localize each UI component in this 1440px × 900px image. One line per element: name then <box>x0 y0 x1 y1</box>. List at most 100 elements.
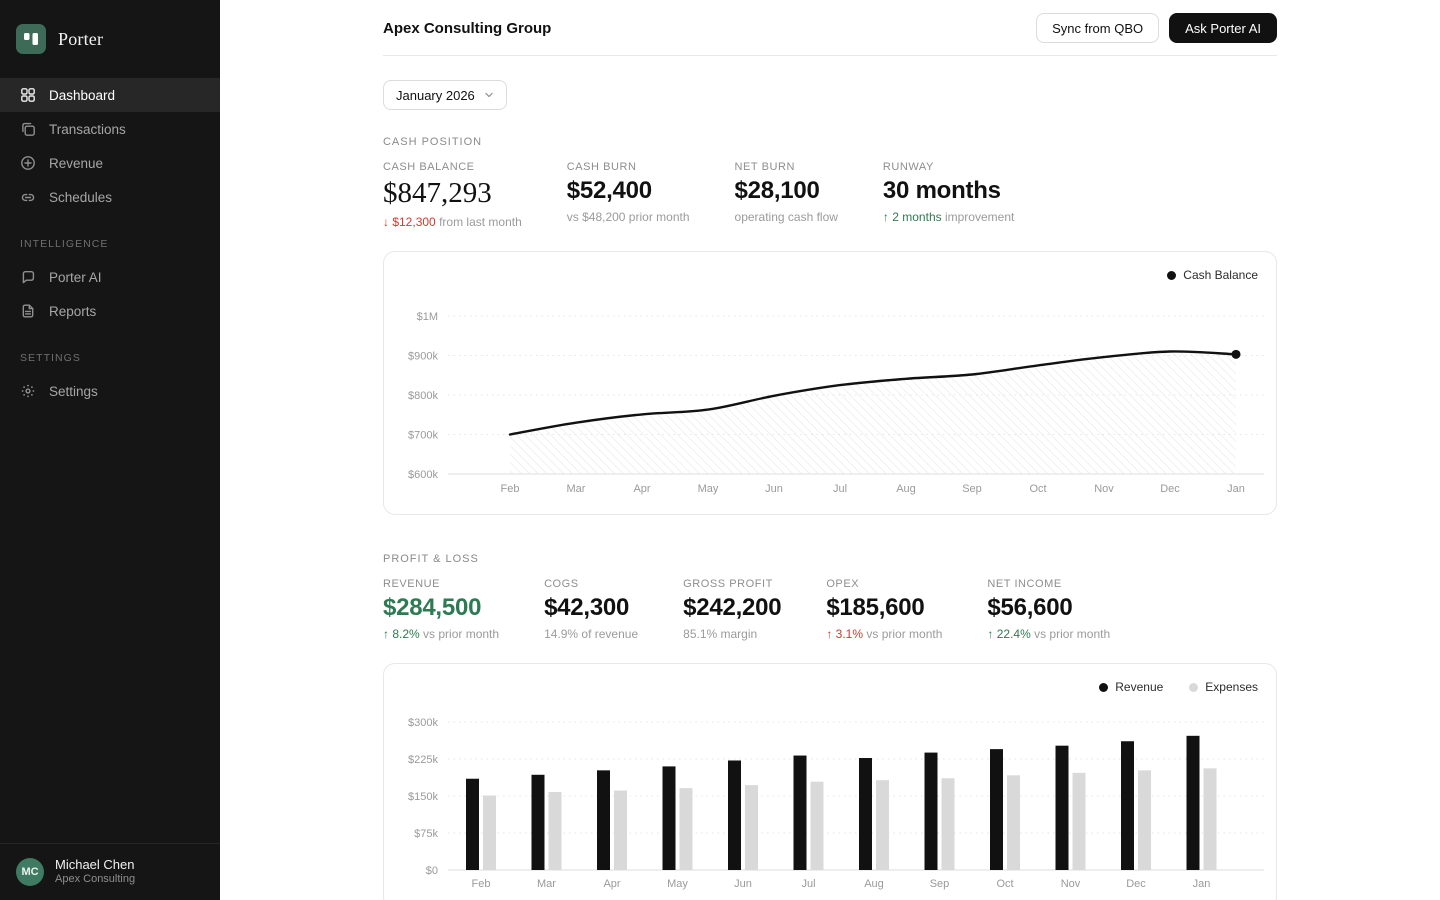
metric-value: $185,600 <box>826 594 925 621</box>
legend-item-revenue: Revenue <box>1099 680 1163 694</box>
copy-icon <box>20 121 36 137</box>
svg-text:Jan: Jan <box>1227 483 1245 495</box>
sidebar-nav: Dashboard Transactions Revenue Schedules INT… <box>0 78 220 408</box>
svg-text:$600k: $600k <box>408 469 438 481</box>
file-icon <box>20 303 36 319</box>
metric-subtext: ↑ 3.1% vs prior month <box>826 627 942 641</box>
sidebar-item-reports[interactable]: Reports <box>0 294 220 328</box>
metric-note: vs prior month <box>423 627 500 641</box>
month-selector[interactable]: January 2026 <box>383 80 507 110</box>
svg-text:$800k: $800k <box>408 390 438 402</box>
metric-note: improvement <box>944 210 1015 224</box>
sync-from-qbo-button[interactable]: Sync from QBO <box>1036 13 1160 43</box>
metric-subtext: operating cash flow <box>735 210 838 224</box>
sidebar-item-dashboard[interactable]: Dashboard <box>0 78 220 112</box>
metric-label: CASH BURN <box>566 161 637 173</box>
sidebar: Porter Dashboard Transactions Revenue Sched… <box>0 0 220 900</box>
metric-delta: ↑ 8.2% <box>383 627 420 641</box>
chevron-down-icon <box>484 90 494 100</box>
sidebar-item-transactions[interactable]: Transactions <box>0 112 220 146</box>
sidebar-item-label: Reports <box>49 303 97 319</box>
metric-note: 85.1% margin <box>683 627 758 641</box>
metric-net-burn: NET BURN $28,100 operating cash flow <box>735 161 838 229</box>
svg-text:Apr: Apr <box>633 483 650 495</box>
sidebar-item-label: Transactions <box>49 121 126 137</box>
metric-note: vs prior month <box>1034 627 1111 641</box>
metric-label: NET BURN <box>734 161 795 173</box>
svg-text:Apr: Apr <box>603 878 620 890</box>
main-area: Apex Consulting Group Sync from QBO Ask … <box>220 0 1440 900</box>
metric-subtext: ↑ 8.2% vs prior month <box>383 627 499 641</box>
circle-plus-icon <box>20 155 36 171</box>
svg-text:Feb: Feb <box>472 878 491 890</box>
user-menu[interactable]: MC Michael Chen Apex Consulting <box>0 843 220 900</box>
month-selector-value: January 2026 <box>396 87 475 103</box>
metric-value: $42,300 <box>544 594 630 621</box>
svg-text:$300k: $300k <box>408 717 438 729</box>
sidebar-item-label: Dashboard <box>49 87 116 103</box>
metric-delta: ↓ $12,300 <box>383 215 436 229</box>
legend-item-cash-balance: Cash Balance <box>1167 268 1258 282</box>
cash-balance-chart: $600k $700k $800k $900k $1M Feb Mar Apr May Jun Ju… <box>408 311 1264 495</box>
metric-label: REVENUE <box>383 578 441 590</box>
metric-subtext: ↑ 2 months improvement <box>883 210 1014 224</box>
app-wordmark: Porter <box>58 28 104 49</box>
svg-text:Jun: Jun <box>765 483 783 495</box>
metric-note: vs $48,200 prior month <box>566 210 690 224</box>
metric-value: 30 months <box>882 177 1001 204</box>
legend-label: Expenses <box>1205 680 1258 694</box>
revenue-expenses-chart-legend: Revenue Expenses <box>1099 680 1258 694</box>
sidebar-group-heading-intelligence: INTELLIGENCE <box>20 238 109 250</box>
sidebar-item-label: Schedules <box>49 189 113 205</box>
legend-item-expenses: Expenses <box>1189 680 1258 694</box>
metric-label: OPEX <box>826 578 860 590</box>
metric-value: $847,293 <box>383 177 492 209</box>
sidebar-item-label: Porter AI <box>49 269 102 285</box>
svg-text:$900k: $900k <box>408 351 438 363</box>
metric-subtext: ↑ 22.4% vs prior month <box>987 627 1110 641</box>
metric-value: $52,400 <box>566 177 652 204</box>
svg-text:Aug: Aug <box>864 878 884 890</box>
svg-text:Jan: Jan <box>1193 878 1211 890</box>
porter-logo-icon <box>16 24 46 54</box>
metric-label: CASH BALANCE <box>383 161 475 173</box>
sidebar-item-porter-ai[interactable]: Porter AI <box>0 260 220 294</box>
metric-subtext: ↓ $12,300 from last month <box>383 215 522 229</box>
svg-text:Mar: Mar <box>537 878 556 890</box>
sidebar-item-revenue[interactable]: Revenue <box>0 146 220 180</box>
metric-value: $56,600 <box>987 594 1073 621</box>
cash-balance-chart-legend: Cash Balance <box>1167 268 1258 282</box>
page-title: Apex Consulting Group <box>383 19 552 37</box>
metric-cash-balance: CASH BALANCE $847,293 ↓ $12,300 from last … <box>383 161 522 229</box>
sidebar-item-label: Settings <box>49 383 98 399</box>
svg-text:Dec: Dec <box>1126 878 1146 890</box>
svg-text:May: May <box>667 878 688 890</box>
legend-dot-icon <box>1099 682 1109 692</box>
svg-text:Jun: Jun <box>734 878 752 890</box>
svg-text:$150k: $150k <box>408 791 438 803</box>
legend-label: Revenue <box>1115 680 1164 694</box>
profit-loss-section-label: PROFIT & LOSS <box>383 553 479 565</box>
legend-dot-icon <box>1189 682 1199 692</box>
svg-text:Dec: Dec <box>1160 483 1180 495</box>
metric-delta: ↑ 3.1% <box>826 627 864 641</box>
cash-balance-chart-card: Cash Balance $600k $700k $800k $900k $1M Feb M… <box>383 251 1277 515</box>
metric-note: vs prior month <box>866 627 943 641</box>
svg-text:Feb: Feb <box>501 483 520 495</box>
sidebar-item-label: Revenue <box>49 155 104 171</box>
svg-text:May: May <box>698 483 719 495</box>
metric-net-income: NET INCOME $56,600 ↑ 22.4% vs prior month <box>987 578 1110 641</box>
revenue-expenses-chart-card: Revenue Expenses $0 $75k $150k $225k $300k Feb… <box>383 663 1277 900</box>
toolbar: January 2026 <box>383 80 1277 110</box>
link-icon <box>20 189 36 205</box>
sidebar-item-schedules[interactable]: Schedules <box>0 180 220 214</box>
metric-cash-burn: CASH BURN $52,400 vs $48,200 prior month <box>567 161 690 229</box>
ask-porter-ai-button[interactable]: Ask Porter AI <box>1169 13 1277 43</box>
metric-gross-profit: GROSS PROFIT $242,200 85.1% margin <box>683 578 781 641</box>
dotted-gear-icon <box>20 383 36 399</box>
sidebar-item-settings[interactable]: Settings <box>0 374 220 408</box>
metric-subtext: 14.9% of revenue <box>544 627 638 641</box>
metric-label: COGS <box>544 578 579 590</box>
metric-delta: ↑ 22.4% <box>987 627 1031 641</box>
svg-text:Jul: Jul <box>801 878 815 890</box>
